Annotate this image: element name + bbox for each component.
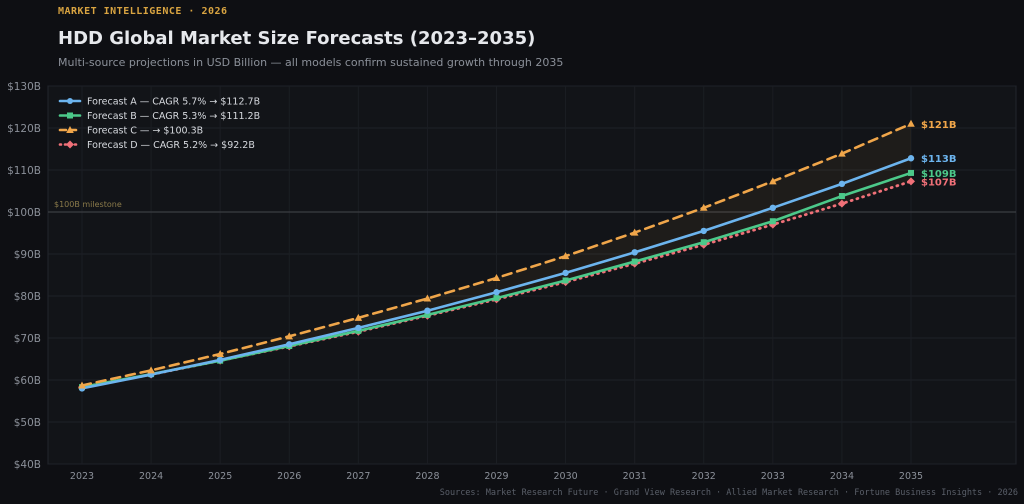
data-point xyxy=(769,218,776,225)
legend-label: Forecast C — → $100.3B xyxy=(87,126,203,137)
end-value-label: $109B xyxy=(921,169,956,180)
data-point xyxy=(355,324,362,332)
data-point xyxy=(700,227,707,235)
y-tick-label: $100B xyxy=(7,207,41,219)
data-point xyxy=(78,381,86,389)
legend-label: Forecast D — CAGR 5.2% → $92.2B xyxy=(87,140,255,151)
data-point xyxy=(492,273,501,281)
chart-title: HDD Global Market Size Forecasts (2023–2… xyxy=(58,28,536,49)
y-tick-label: $110B xyxy=(7,165,41,177)
legend-marker xyxy=(66,126,74,133)
data-point xyxy=(907,119,915,127)
data-point xyxy=(286,341,293,348)
x-tick-label: 2030 xyxy=(553,471,577,482)
x-tick-label: 2033 xyxy=(761,471,785,482)
x-tick-label: 2025 xyxy=(208,471,232,482)
legend-label: Forecast A — CAGR 5.7% → $112.7B xyxy=(87,97,260,108)
data-point xyxy=(630,228,639,236)
x-tick-label: 2029 xyxy=(484,471,508,482)
eyebrow-label: MARKET INTELLIGENCE · 2026 xyxy=(58,6,228,17)
y-tick-label: $90B xyxy=(14,249,41,261)
data-point xyxy=(424,307,431,314)
milestone-label: $100B milestone xyxy=(54,200,122,209)
data-point xyxy=(285,332,294,340)
legend-marker xyxy=(67,112,73,119)
x-tick-label: 2031 xyxy=(623,471,647,482)
data-point xyxy=(216,349,224,357)
data-point xyxy=(699,203,708,211)
data-point xyxy=(908,169,914,176)
x-tick-label: 2034 xyxy=(830,471,854,482)
y-tick-label: $60B xyxy=(14,375,41,387)
x-tick-label: 2024 xyxy=(139,471,163,482)
data-point xyxy=(561,252,570,260)
data-point xyxy=(631,258,638,265)
y-tick-label: $80B xyxy=(14,291,41,303)
y-tick-label: $50B xyxy=(14,417,41,429)
end-value-label: $121B xyxy=(921,120,956,131)
x-tick-label: 2023 xyxy=(70,471,94,482)
y-tick-label: $70B xyxy=(14,333,41,345)
data-point xyxy=(631,249,638,256)
legend-label: Forecast B — CAGR 5.3% → $111.2B xyxy=(87,111,260,122)
data-point xyxy=(838,180,846,188)
x-tick-label: 2032 xyxy=(692,471,716,482)
data-point xyxy=(423,294,432,302)
end-value-label: $113B xyxy=(921,154,956,165)
data-point xyxy=(424,311,431,318)
data-point xyxy=(493,295,500,302)
data-point xyxy=(700,239,707,246)
x-tick-label: 2026 xyxy=(277,471,301,482)
y-tick-label: $120B xyxy=(7,123,41,135)
x-tick-label: 2028 xyxy=(415,471,439,482)
legend: Forecast A — CAGR 5.7% → $112.7B Forecast… xyxy=(58,97,260,151)
x-tick-label: 2035 xyxy=(899,471,923,482)
data-point xyxy=(907,177,915,186)
data-point xyxy=(216,356,224,364)
legend-marker xyxy=(67,98,73,104)
data-point xyxy=(769,177,777,185)
data-point xyxy=(493,289,500,296)
data-point xyxy=(837,199,846,208)
data-point xyxy=(769,204,777,211)
chart-subtitle: Multi-source projections in USD Billion … xyxy=(58,56,564,69)
data-point xyxy=(562,269,569,277)
y-tick-label: $40B xyxy=(14,459,41,471)
sources-footer: Sources: Market Research Future · Grand … xyxy=(439,488,1018,498)
data-point xyxy=(562,277,569,284)
y-tick-label: $130B xyxy=(7,81,41,93)
data-point xyxy=(838,149,846,157)
data-point xyxy=(147,366,155,374)
x-tick-label: 2027 xyxy=(346,471,370,482)
data-point xyxy=(354,313,363,321)
data-point xyxy=(907,155,915,162)
legend-marker xyxy=(66,140,74,149)
end-value-label: $107B xyxy=(921,177,956,188)
data-point xyxy=(838,193,845,200)
